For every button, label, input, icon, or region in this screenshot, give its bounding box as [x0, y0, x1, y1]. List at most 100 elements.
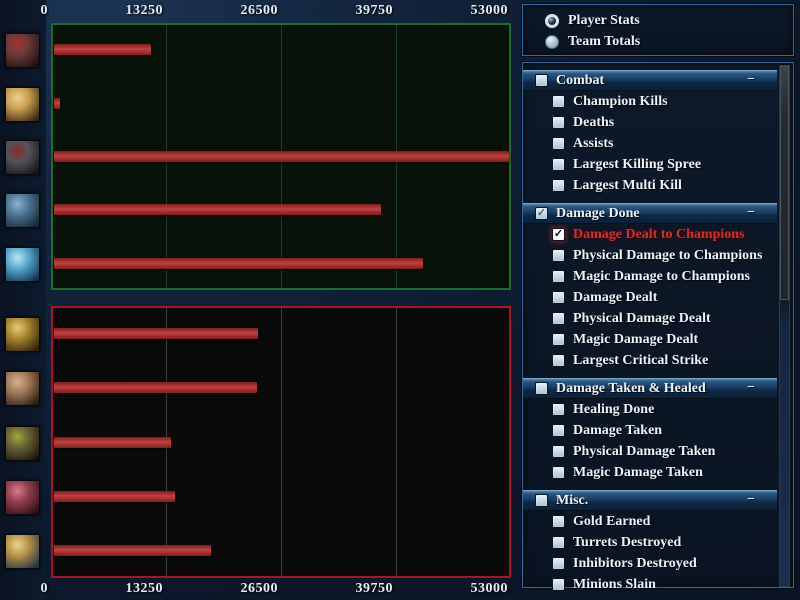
stat-section: Misc. − Gold Earned Turrets Destroyed Inhibi…: [523, 490, 777, 595]
stat-item-label: Largest Critical Strike: [573, 352, 709, 368]
damage-bar: [54, 44, 151, 55]
section-header-damage-taken-healed[interactable]: Damage Taken & Healed −: [523, 378, 777, 399]
gridline: [396, 308, 397, 576]
damage-bar: [54, 98, 60, 109]
collapse-icon[interactable]: −: [747, 205, 755, 220]
section-header-combat[interactable]: Combat −: [523, 70, 777, 91]
section-checkbox[interactable]: [535, 74, 548, 87]
checkbox[interactable]: [552, 95, 565, 108]
stat-item-magic-damage-dealt[interactable]: Magic Damage Dealt: [523, 329, 777, 350]
stat-item-gold-earned[interactable]: Gold Earned: [523, 511, 777, 532]
checkbox[interactable]: [552, 312, 565, 325]
section-label: Combat: [556, 72, 605, 88]
damage-bar: [54, 437, 171, 448]
checkbox[interactable]: [552, 333, 565, 346]
checkbox[interactable]: [552, 116, 565, 129]
champion-portrait: [5, 534, 40, 569]
checkbox[interactable]: [552, 557, 565, 570]
checkbox[interactable]: [552, 536, 565, 549]
stat-item-inhibitors-destroyed[interactable]: Inhibitors Destroyed: [523, 553, 777, 574]
checkbox[interactable]: [552, 354, 565, 367]
view-mode-option-player-stats[interactable]: Player Stats: [523, 10, 793, 31]
stat-item-label: Physical Damage Dealt: [573, 310, 711, 326]
checkbox[interactable]: [552, 291, 565, 304]
stat-item-label: Magic Damage to Champions: [573, 268, 750, 284]
stat-item-physical-damage-taken[interactable]: Physical Damage Taken: [523, 441, 777, 462]
section-checkbox[interactable]: ✓: [535, 207, 548, 220]
stat-item-minions-slain[interactable]: Minions Slain: [523, 574, 777, 595]
collapse-icon[interactable]: −: [747, 380, 755, 395]
stat-item-damage-dealt-to-champions[interactable]: ✓ Damage Dealt to Champions: [523, 224, 777, 245]
damage-bar: [54, 258, 423, 269]
stat-item-label: Inhibitors Destroyed: [573, 555, 697, 571]
stat-item-assists[interactable]: Assists: [523, 133, 777, 154]
checkbox[interactable]: [552, 515, 565, 528]
radio-icon[interactable]: [545, 34, 559, 49]
section-checkbox[interactable]: [535, 382, 548, 395]
collapse-icon[interactable]: −: [747, 72, 755, 87]
section-label: Damage Done: [556, 205, 640, 221]
axis-tick-label: 26500: [240, 3, 278, 18]
champion-portrait: [5, 480, 40, 515]
stat-item-largest-critical-strike[interactable]: Largest Critical Strike: [523, 350, 777, 371]
stat-item-label: Physical Damage to Champions: [573, 247, 763, 263]
stat-item-label: Assists: [573, 135, 614, 151]
stat-item-magic-damage-to-champions[interactable]: Magic Damage to Champions: [523, 266, 777, 287]
damage-bar: [54, 204, 381, 215]
stat-item-label: Damage Dealt to Champions: [573, 226, 745, 242]
stat-item-turrets-destroyed[interactable]: Turrets Destroyed: [523, 532, 777, 553]
checkbox[interactable]: [552, 270, 565, 283]
section-header-misc-[interactable]: Misc. −: [523, 490, 777, 511]
stat-section: Damage Taken & Healed − Healing Done Damage…: [523, 378, 777, 483]
stat-item-champion-kills[interactable]: Champion Kills: [523, 91, 777, 112]
radio-selected-icon[interactable]: [545, 13, 559, 28]
stat-item-label: Physical Damage Taken: [573, 443, 716, 459]
view-mode-option-team-totals[interactable]: Team Totals: [523, 31, 793, 52]
champion-portrait: [5, 140, 40, 175]
scrollbar-thumb[interactable]: [780, 66, 789, 300]
section-header-damage-done[interactable]: ✓ Damage Done −: [523, 203, 777, 224]
checkbox[interactable]: [552, 249, 565, 262]
gridline: [281, 308, 282, 576]
checkbox[interactable]: [552, 466, 565, 479]
damage-bar: [54, 545, 211, 556]
stat-section: Combat − Champion Kills Deaths Assists Larges…: [523, 70, 777, 196]
champion-portrait: [5, 371, 40, 406]
stat-item-magic-damage-taken[interactable]: Magic Damage Taken: [523, 462, 777, 483]
axis-tick-label: 13250: [125, 3, 163, 18]
checkbox[interactable]: [552, 137, 565, 150]
stat-item-label: Magic Damage Dealt: [573, 331, 699, 347]
checkbox[interactable]: [552, 578, 565, 591]
team1-plot: [51, 23, 511, 290]
checkbox[interactable]: [552, 445, 565, 458]
radio-label: Team Totals: [568, 33, 641, 49]
axis-tick-label: 53000: [470, 3, 508, 18]
stat-item-label: Minions Slain: [573, 576, 656, 592]
axis-tick-label: 39750: [355, 3, 393, 18]
stat-item-damage-taken[interactable]: Damage Taken: [523, 420, 777, 441]
section-checkbox[interactable]: [535, 494, 548, 507]
scrollbar-track[interactable]: [779, 65, 790, 587]
stat-item-largest-killing-spree[interactable]: Largest Killing Spree: [523, 154, 777, 175]
stat-item-label: Damage Dealt: [573, 289, 658, 305]
stat-item-deaths[interactable]: Deaths: [523, 112, 777, 133]
checkbox[interactable]: [552, 424, 565, 437]
stat-item-physical-damage-to-champions[interactable]: Physical Damage to Champions: [523, 245, 777, 266]
axis-tick-label: 0: [40, 581, 48, 596]
stat-item-physical-damage-dealt[interactable]: Physical Damage Dealt: [523, 308, 777, 329]
stat-item-damage-dealt[interactable]: Damage Dealt: [523, 287, 777, 308]
stat-item-largest-multi-kill[interactable]: Largest Multi Kill: [523, 175, 777, 196]
stat-item-label: Champion Kills: [573, 93, 668, 109]
checkbox[interactable]: [552, 403, 565, 416]
checkbox-checked[interactable]: ✓: [552, 228, 565, 241]
axis-tick-label: 39750: [355, 581, 393, 596]
stat-item-label: Gold Earned: [573, 513, 651, 529]
stat-select-panel: Combat − Champion Kills Deaths Assists Larges…: [522, 62, 794, 592]
damage-bar: [54, 151, 509, 162]
collapse-icon[interactable]: −: [747, 492, 755, 507]
checkbox[interactable]: [552, 179, 565, 192]
stat-item-label: Turrets Destroyed: [573, 534, 682, 550]
checkbox[interactable]: [552, 158, 565, 171]
stat-item-healing-done[interactable]: Healing Done: [523, 399, 777, 420]
